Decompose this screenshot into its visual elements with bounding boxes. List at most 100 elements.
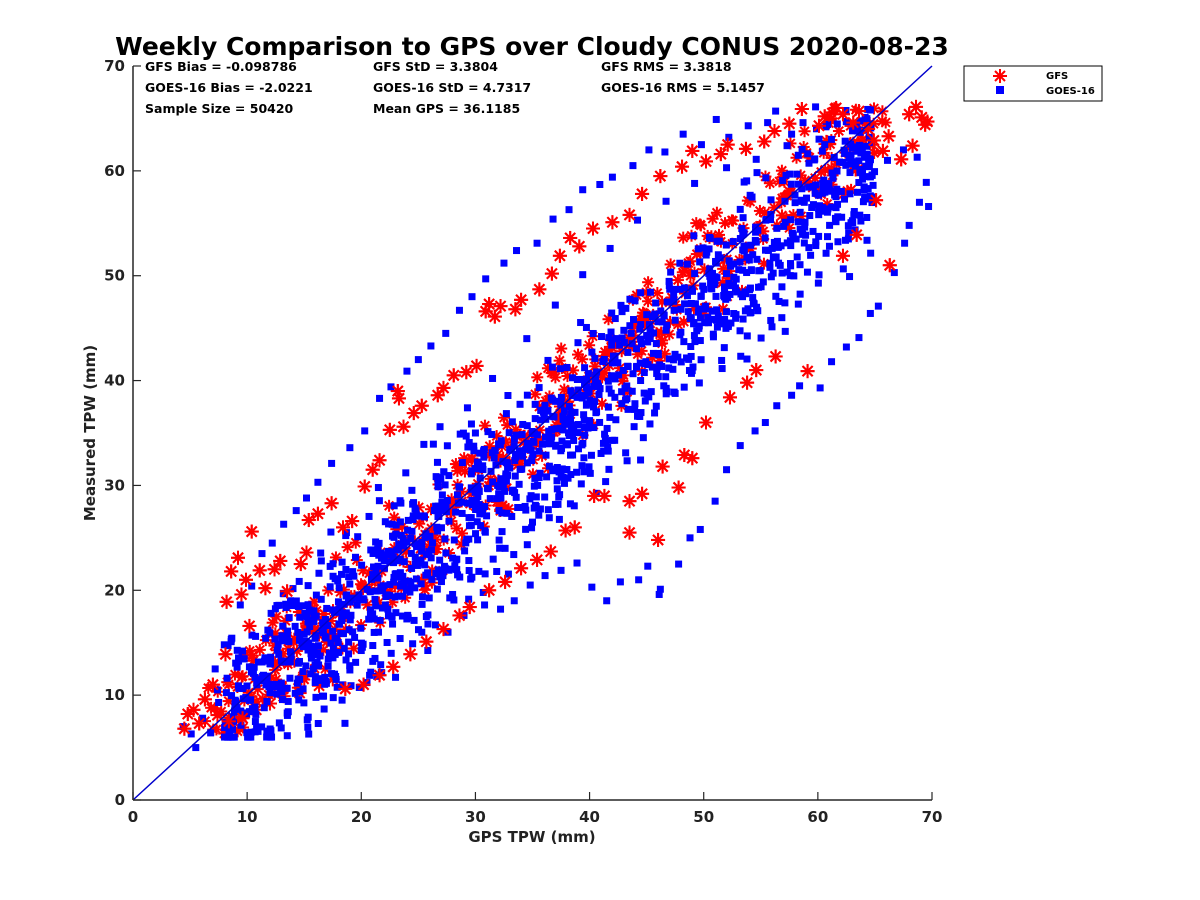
goes16-point [354,533,362,541]
goes16-point [545,440,553,448]
goes16-point [833,120,841,128]
goes16-point [273,681,281,689]
goes16-point [320,692,328,700]
goes16-point [535,384,543,392]
goes16-point [588,348,596,356]
goes16-point [420,440,428,448]
gfs-point [482,297,497,312]
y-tick-label: 70 [104,57,125,75]
goes16-point [440,562,448,570]
goes16-point [750,300,758,308]
goes16-point [267,609,275,617]
goes16-point [704,319,712,327]
goes16-point [826,221,834,229]
goes16-point [253,677,261,685]
goes16-point [541,493,549,501]
goes16-point [643,331,651,339]
goes16-point [239,647,247,655]
goes16-point [676,285,684,293]
goes16-point [552,425,560,433]
gfs-point [690,248,703,261]
goes16-point [299,642,307,650]
goes16-point [481,527,489,535]
goes16-point [766,263,774,271]
goes16-point [531,501,539,509]
goes16-point [712,115,720,123]
gfs-point [186,702,201,717]
stat-sample-size: Sample Size = 50420 [145,101,294,116]
goes16-point [590,403,598,411]
goes16-point [548,433,556,441]
goes16-point [683,292,691,300]
goes16-point [463,404,471,412]
goes16-point [506,464,514,472]
goes16-point [424,647,432,655]
goes16-point [630,423,638,431]
goes16-point [433,458,441,466]
goes16-point [491,446,499,454]
goes16-point [508,418,516,426]
goes16-point [646,288,654,296]
goes16-point [584,385,592,393]
y-tick-label: 60 [104,162,125,180]
gfs-point [882,258,897,273]
x-tick-label: 20 [351,808,372,826]
goes16-point [418,600,426,608]
goes16-point [251,718,259,726]
gfs-point [239,572,254,587]
goes16-point [699,244,707,252]
goes16-point [495,483,503,491]
goes16-point [254,658,262,666]
goes16-point [253,681,261,689]
goes16-point [600,355,608,363]
goes16-point [295,577,303,585]
goes16-point [720,344,728,352]
goes16-point [718,317,726,325]
goes16-point [641,397,649,405]
goes16-point [832,218,840,226]
goes16-point [374,484,382,492]
goes16-point [523,422,531,430]
gfs-point [706,212,719,225]
goes16-point [833,167,841,175]
goes16-point [345,638,353,646]
goes16-point [744,305,752,313]
goes16-point [573,559,581,567]
goes16-point [696,337,704,345]
goes16-point [834,238,842,246]
goes16-point [400,558,408,566]
goes16-point [274,641,282,649]
legend[interactable]: GFS GOES-16 [963,65,1103,102]
goes16-point [761,419,769,427]
goes16-point [724,323,732,331]
goes16-point [762,216,770,224]
goes16-point [658,362,666,370]
plot-area [132,65,935,801]
goes16-point [557,400,565,408]
goes16-point [410,616,418,624]
goes16-point [585,463,593,471]
goes16-point [309,665,317,673]
goes16-point [768,323,776,331]
goes16-point [370,628,378,636]
goes16-point [862,162,870,170]
goes16-point [605,465,613,473]
goes16-point [340,600,348,608]
y-tick-label: 30 [104,476,125,494]
gfs-point [905,138,920,153]
goes16-point [865,163,873,171]
goes16-point [518,431,526,439]
goes16-point [291,689,299,697]
gfs-point [576,353,589,366]
gfs-point [832,125,845,138]
goes16-point [815,135,823,143]
goes16-point [314,719,322,727]
goes16-point [470,447,478,455]
goes16-point [711,497,719,505]
goes16-point [545,514,553,522]
goes16-point [439,567,447,575]
goes16-point [766,259,774,267]
goes16-point [656,585,664,593]
goes16-point [796,208,804,216]
goes16-point [815,191,823,199]
